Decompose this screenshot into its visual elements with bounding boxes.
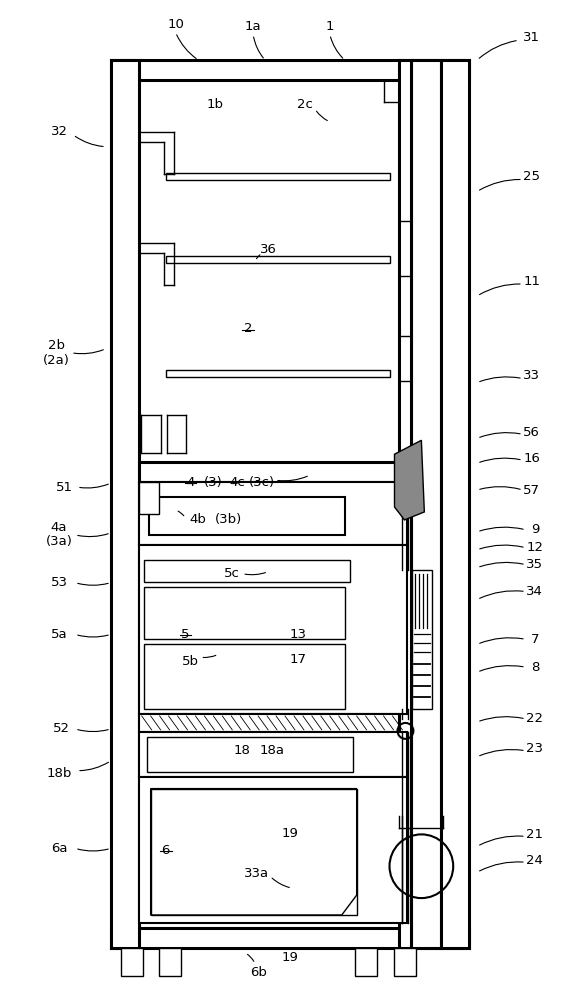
Bar xyxy=(394,948,416,976)
Text: 18a: 18a xyxy=(260,744,285,757)
Text: 22: 22 xyxy=(526,712,543,725)
Text: (3c): (3c) xyxy=(249,476,275,489)
Text: 34: 34 xyxy=(527,585,543,598)
Bar xyxy=(144,560,350,582)
Bar xyxy=(144,587,345,639)
Bar xyxy=(144,644,345,709)
Text: 8: 8 xyxy=(531,661,539,674)
Text: 52: 52 xyxy=(53,722,70,735)
Bar xyxy=(400,60,411,948)
Text: 4c: 4c xyxy=(229,476,245,489)
Bar xyxy=(355,948,376,976)
Bar xyxy=(139,482,407,545)
Text: 5b: 5b xyxy=(182,655,199,668)
Text: 2b: 2b xyxy=(48,339,64,352)
Text: 2c: 2c xyxy=(297,98,313,111)
Text: 11: 11 xyxy=(523,275,541,288)
Bar xyxy=(166,173,390,180)
Text: 6a: 6a xyxy=(51,842,67,855)
Text: 5: 5 xyxy=(182,628,190,641)
Text: 21: 21 xyxy=(526,828,543,841)
Text: 17: 17 xyxy=(289,653,306,666)
Text: 56: 56 xyxy=(523,426,541,439)
Text: 13: 13 xyxy=(289,628,306,641)
Text: 53: 53 xyxy=(50,576,68,589)
Text: 2: 2 xyxy=(244,322,252,335)
Text: 32: 32 xyxy=(50,125,68,138)
Text: 24: 24 xyxy=(527,854,543,867)
Bar xyxy=(139,714,400,732)
Text: 51: 51 xyxy=(56,481,72,494)
Bar xyxy=(159,948,180,976)
Text: 16: 16 xyxy=(523,452,541,465)
Bar xyxy=(139,777,407,923)
Text: 4a: 4a xyxy=(51,521,67,534)
Text: 36: 36 xyxy=(260,243,277,256)
Bar xyxy=(148,497,345,535)
Text: 33a: 33a xyxy=(244,867,269,880)
Text: 4: 4 xyxy=(186,476,195,489)
Text: 1a: 1a xyxy=(245,20,262,33)
Text: 19: 19 xyxy=(281,827,299,840)
Text: 35: 35 xyxy=(526,558,543,571)
Bar xyxy=(111,60,469,80)
Bar xyxy=(139,80,400,928)
Bar xyxy=(166,370,390,377)
Text: 19: 19 xyxy=(281,951,299,964)
Text: 7: 7 xyxy=(531,633,539,646)
Text: 57: 57 xyxy=(523,484,541,497)
Text: 25: 25 xyxy=(523,170,541,183)
Text: 6b: 6b xyxy=(250,966,267,979)
Bar xyxy=(139,545,407,714)
Text: (2a): (2a) xyxy=(43,354,70,367)
Text: 18b: 18b xyxy=(46,767,72,780)
Text: 12: 12 xyxy=(526,541,543,554)
Text: 4b: 4b xyxy=(189,513,206,526)
Text: 31: 31 xyxy=(523,31,541,44)
Text: (3): (3) xyxy=(204,476,223,489)
Text: 6: 6 xyxy=(161,844,170,857)
Bar xyxy=(111,928,469,948)
Text: 10: 10 xyxy=(167,18,184,31)
Bar xyxy=(139,482,159,514)
Bar xyxy=(147,737,353,772)
Polygon shape xyxy=(394,440,425,520)
Bar xyxy=(121,948,143,976)
Bar xyxy=(139,462,400,482)
Bar xyxy=(412,570,432,709)
Bar xyxy=(151,789,357,915)
Text: 9: 9 xyxy=(531,523,539,536)
Bar xyxy=(166,256,390,263)
Bar xyxy=(139,732,407,777)
Text: 23: 23 xyxy=(526,742,543,755)
Text: 5c: 5c xyxy=(224,567,240,580)
Text: 18: 18 xyxy=(234,744,251,757)
Bar xyxy=(411,60,441,948)
Text: 33: 33 xyxy=(523,369,541,382)
Text: 5a: 5a xyxy=(51,628,67,641)
Bar xyxy=(111,60,139,948)
Text: (3a): (3a) xyxy=(46,535,72,548)
Text: (3b): (3b) xyxy=(215,513,242,526)
Text: 1: 1 xyxy=(325,20,334,33)
Bar xyxy=(441,60,469,948)
Text: 1b: 1b xyxy=(207,98,224,111)
